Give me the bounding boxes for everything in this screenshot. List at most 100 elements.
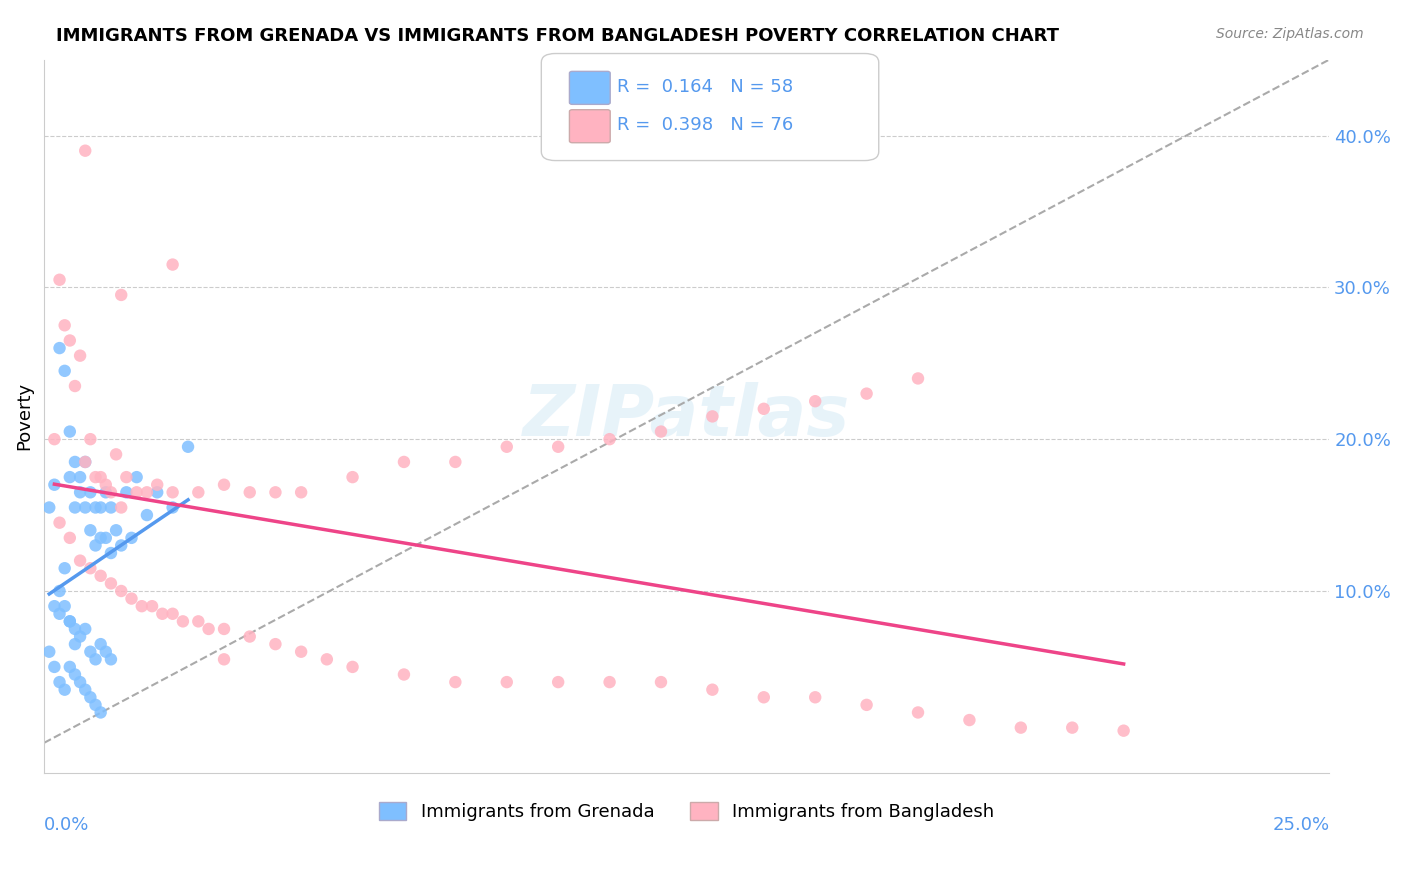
Point [290, 485, 312, 500]
Point [53, 682, 76, 697]
Text: R =  0.164   N = 58: R = 0.164 N = 58 [617, 78, 793, 95]
Point [752, 690, 775, 705]
Text: Source: ZipAtlas.com: Source: ZipAtlas.com [1216, 27, 1364, 41]
Point [1010, 721, 1032, 735]
Point [84, 538, 107, 552]
Point [264, 485, 287, 500]
Point [547, 675, 569, 690]
Point [135, 508, 157, 522]
Point [75, 144, 97, 158]
Point [162, 258, 184, 272]
Point [79, 690, 101, 705]
Point [79, 485, 101, 500]
Text: 0.0%: 0.0% [44, 816, 90, 834]
Point [53, 561, 76, 575]
Point [90, 637, 112, 651]
Point [69, 675, 91, 690]
Point [197, 622, 219, 636]
Point [105, 523, 128, 537]
Point [75, 455, 97, 469]
Point [100, 485, 122, 500]
Point [79, 523, 101, 537]
Point [44, 599, 66, 614]
Point [212, 477, 235, 491]
Point [315, 652, 337, 666]
Point [75, 500, 97, 515]
Point [63, 622, 86, 636]
Point [125, 470, 148, 484]
Point [212, 622, 235, 636]
Point [90, 500, 112, 515]
Point [702, 682, 724, 697]
Point [59, 615, 82, 629]
Point [44, 432, 66, 446]
Point [63, 455, 86, 469]
Point [90, 569, 112, 583]
Point [69, 485, 91, 500]
Point [752, 401, 775, 416]
Point [105, 447, 128, 461]
Y-axis label: Poverty: Poverty [15, 383, 32, 450]
Point [172, 615, 194, 629]
Point [495, 675, 517, 690]
Point [75, 622, 97, 636]
Point [702, 409, 724, 424]
Point [121, 531, 143, 545]
Point [110, 500, 132, 515]
Point [187, 615, 209, 629]
Point [44, 660, 66, 674]
Point [444, 675, 467, 690]
Point [239, 485, 262, 500]
Point [94, 645, 117, 659]
Point [907, 706, 929, 720]
Point [855, 386, 877, 401]
Point [146, 477, 169, 491]
Text: R =  0.398   N = 76: R = 0.398 N = 76 [617, 116, 793, 134]
Point [94, 485, 117, 500]
Point [650, 675, 672, 690]
Point [48, 273, 70, 287]
Point [59, 425, 82, 439]
Point [94, 531, 117, 545]
Point [53, 364, 76, 378]
Point [131, 599, 153, 614]
Point [69, 630, 91, 644]
Point [75, 455, 97, 469]
Point [44, 477, 66, 491]
Point [187, 485, 209, 500]
Point [239, 630, 262, 644]
Point [804, 394, 827, 409]
Point [59, 615, 82, 629]
Point [84, 500, 107, 515]
Point [94, 477, 117, 491]
Point [48, 675, 70, 690]
Point [59, 531, 82, 545]
Point [100, 652, 122, 666]
Point [290, 645, 312, 659]
Point [53, 318, 76, 333]
Point [141, 599, 163, 614]
Point [110, 538, 132, 552]
Point [1112, 723, 1135, 738]
Point [342, 470, 364, 484]
Point [63, 500, 86, 515]
Point [79, 645, 101, 659]
Point [100, 576, 122, 591]
Point [63, 637, 86, 651]
Point [495, 440, 517, 454]
Point [75, 682, 97, 697]
Point [63, 667, 86, 681]
Text: 25.0%: 25.0% [1272, 816, 1329, 834]
Point [79, 561, 101, 575]
Point [48, 341, 70, 355]
Point [48, 516, 70, 530]
Point [59, 334, 82, 348]
Point [115, 470, 138, 484]
Point [84, 470, 107, 484]
Point [48, 607, 70, 621]
Point [100, 546, 122, 560]
Point [90, 470, 112, 484]
Point [121, 591, 143, 606]
Point [162, 485, 184, 500]
Point [855, 698, 877, 712]
